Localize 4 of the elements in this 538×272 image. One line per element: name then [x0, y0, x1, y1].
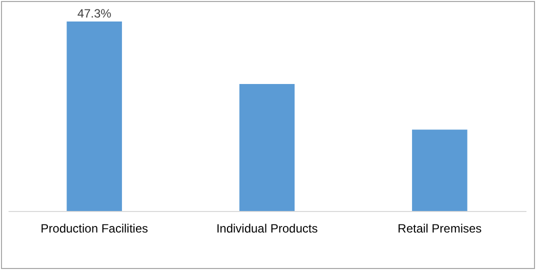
x-tick-label: Retail Premises [398, 222, 482, 236]
data-label: 47.3% [77, 6, 112, 20]
x-tick-label: Individual Products [216, 222, 318, 236]
x-tick-label: Production Facilities [40, 222, 148, 236]
